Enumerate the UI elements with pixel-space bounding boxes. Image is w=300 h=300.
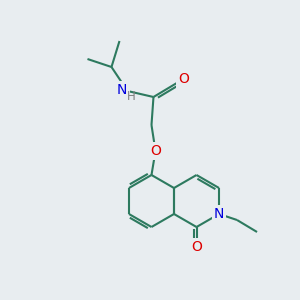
Text: O: O <box>191 240 202 254</box>
Text: H: H <box>127 89 136 103</box>
Text: O: O <box>178 72 189 86</box>
Text: N: N <box>117 83 128 97</box>
Text: O: O <box>150 144 161 158</box>
Text: N: N <box>214 207 224 221</box>
